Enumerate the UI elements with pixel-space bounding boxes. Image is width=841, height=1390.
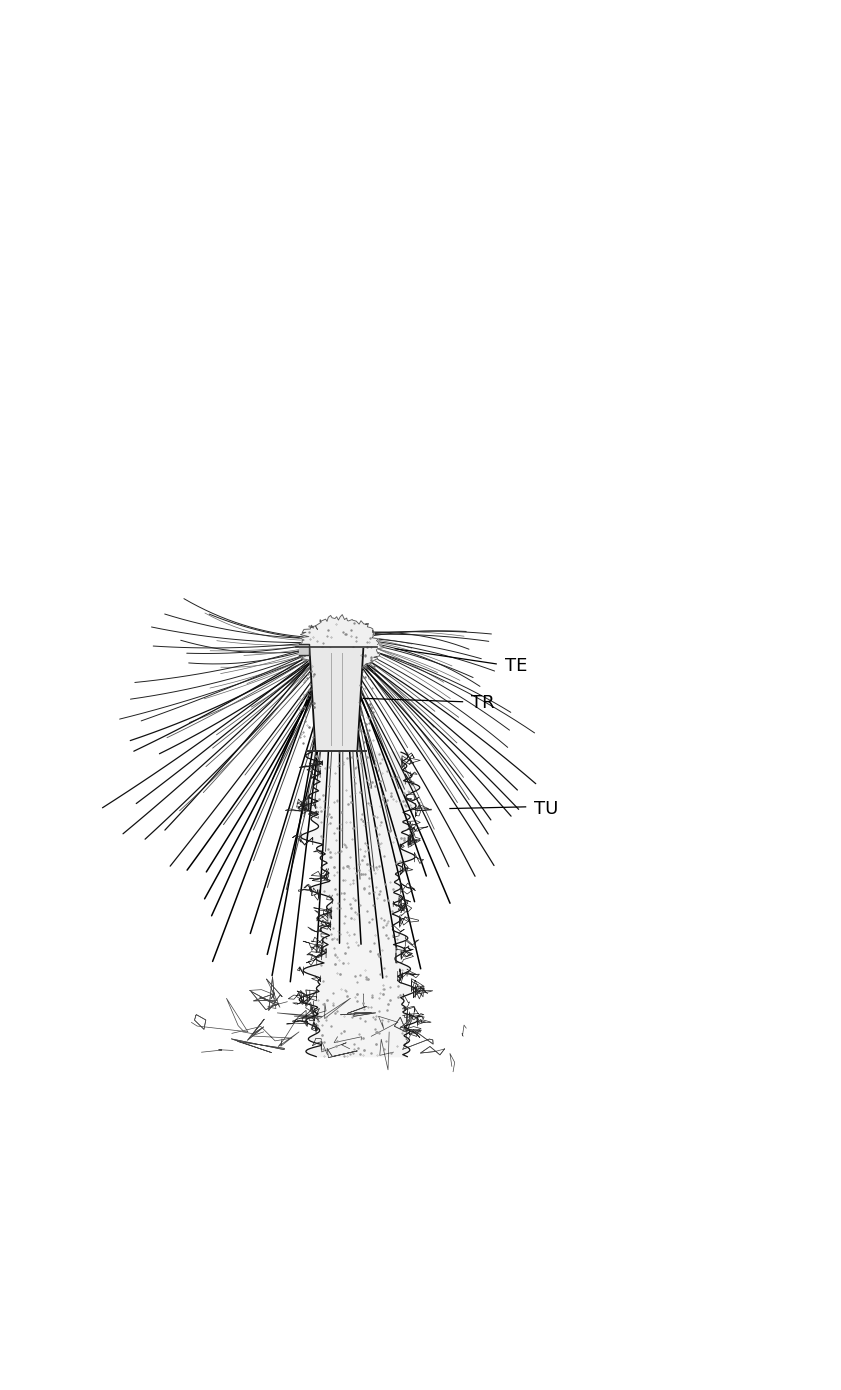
Polygon shape — [309, 649, 363, 749]
Polygon shape — [299, 644, 309, 656]
Text: TE: TE — [505, 656, 527, 674]
Polygon shape — [300, 614, 385, 674]
Text: TU: TU — [534, 799, 558, 817]
Polygon shape — [299, 752, 420, 1056]
Text: TR: TR — [471, 695, 495, 713]
